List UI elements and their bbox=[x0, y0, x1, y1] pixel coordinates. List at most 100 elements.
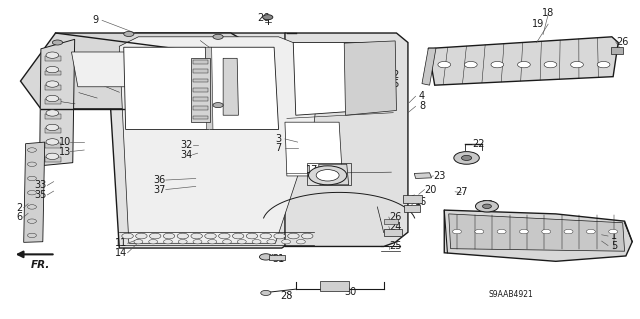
Circle shape bbox=[461, 155, 472, 160]
Text: 12: 12 bbox=[388, 70, 401, 80]
Text: 29: 29 bbox=[481, 200, 493, 210]
Text: 3: 3 bbox=[275, 134, 282, 144]
Circle shape bbox=[438, 62, 451, 68]
Text: 36: 36 bbox=[154, 175, 166, 185]
Polygon shape bbox=[72, 52, 212, 87]
Text: 16: 16 bbox=[415, 197, 427, 207]
Bar bbox=[193, 97, 209, 101]
Bar bbox=[193, 60, 209, 64]
Circle shape bbox=[232, 233, 244, 239]
Circle shape bbox=[260, 290, 271, 295]
Circle shape bbox=[571, 62, 584, 68]
Circle shape bbox=[124, 32, 134, 36]
Circle shape bbox=[46, 52, 59, 58]
Circle shape bbox=[148, 240, 157, 244]
Text: 17: 17 bbox=[306, 165, 319, 174]
Circle shape bbox=[46, 81, 59, 87]
Polygon shape bbox=[209, 47, 278, 130]
Bar bbox=[45, 143, 61, 148]
Circle shape bbox=[564, 229, 573, 234]
Circle shape bbox=[609, 229, 618, 234]
Text: 25: 25 bbox=[389, 241, 401, 250]
Bar bbox=[45, 56, 61, 61]
Circle shape bbox=[282, 240, 291, 244]
Bar bbox=[404, 205, 420, 212]
Bar bbox=[45, 85, 61, 90]
Circle shape bbox=[475, 229, 484, 234]
Circle shape bbox=[597, 62, 610, 68]
Circle shape bbox=[177, 233, 189, 239]
Text: 6: 6 bbox=[16, 212, 22, 222]
Text: 2: 2 bbox=[16, 203, 22, 212]
Text: 14: 14 bbox=[115, 248, 127, 258]
Polygon shape bbox=[344, 41, 396, 115]
Text: 11: 11 bbox=[115, 238, 127, 248]
Circle shape bbox=[541, 229, 550, 234]
Circle shape bbox=[246, 233, 258, 239]
Polygon shape bbox=[285, 122, 342, 176]
Text: 24: 24 bbox=[389, 221, 401, 232]
Polygon shape bbox=[124, 47, 209, 130]
Text: 26: 26 bbox=[616, 38, 628, 48]
Circle shape bbox=[483, 204, 492, 209]
Polygon shape bbox=[444, 210, 632, 261]
Circle shape bbox=[288, 233, 299, 239]
Text: 33: 33 bbox=[35, 181, 47, 190]
Polygon shape bbox=[20, 33, 253, 109]
Polygon shape bbox=[428, 37, 618, 85]
Circle shape bbox=[150, 233, 161, 239]
Text: 20: 20 bbox=[425, 184, 437, 195]
Polygon shape bbox=[24, 142, 45, 242]
Circle shape bbox=[122, 233, 133, 239]
Circle shape bbox=[223, 240, 232, 244]
Circle shape bbox=[252, 240, 261, 244]
Text: 10: 10 bbox=[59, 137, 71, 147]
Bar bbox=[320, 281, 349, 291]
Circle shape bbox=[46, 139, 59, 145]
Circle shape bbox=[491, 62, 504, 68]
Bar bbox=[193, 88, 209, 92]
Polygon shape bbox=[40, 39, 75, 166]
Bar bbox=[193, 70, 209, 73]
Circle shape bbox=[260, 233, 271, 239]
Circle shape bbox=[52, 40, 63, 45]
Text: 35: 35 bbox=[35, 190, 47, 200]
Circle shape bbox=[267, 240, 276, 244]
Text: 13: 13 bbox=[59, 147, 71, 157]
Text: 7: 7 bbox=[275, 144, 282, 153]
Circle shape bbox=[296, 240, 305, 244]
Text: 34: 34 bbox=[180, 150, 192, 160]
Text: FR.: FR. bbox=[31, 260, 51, 270]
Text: 26: 26 bbox=[258, 13, 270, 23]
Text: 27: 27 bbox=[455, 187, 468, 197]
Text: 23: 23 bbox=[434, 171, 446, 181]
Bar bbox=[611, 47, 623, 54]
Circle shape bbox=[274, 233, 285, 239]
Circle shape bbox=[179, 240, 187, 244]
Circle shape bbox=[163, 233, 175, 239]
Bar bbox=[193, 106, 209, 110]
Bar bbox=[193, 79, 209, 82]
Circle shape bbox=[308, 166, 347, 185]
Circle shape bbox=[134, 240, 143, 244]
Text: 28: 28 bbox=[281, 291, 293, 301]
Circle shape bbox=[301, 233, 313, 239]
Polygon shape bbox=[106, 33, 333, 248]
Circle shape bbox=[452, 229, 461, 234]
Circle shape bbox=[518, 62, 531, 68]
Text: 30: 30 bbox=[344, 287, 356, 297]
Text: 8: 8 bbox=[419, 101, 425, 111]
Bar bbox=[45, 128, 61, 133]
Text: 32: 32 bbox=[180, 140, 193, 150]
Bar bbox=[403, 195, 422, 203]
Circle shape bbox=[262, 15, 273, 20]
Circle shape bbox=[237, 240, 246, 244]
Circle shape bbox=[213, 103, 223, 108]
Circle shape bbox=[316, 170, 339, 181]
Polygon shape bbox=[449, 214, 625, 251]
Text: 21: 21 bbox=[459, 155, 472, 165]
Circle shape bbox=[208, 240, 217, 244]
Circle shape bbox=[544, 62, 557, 68]
Polygon shape bbox=[223, 58, 239, 115]
Circle shape bbox=[191, 233, 202, 239]
